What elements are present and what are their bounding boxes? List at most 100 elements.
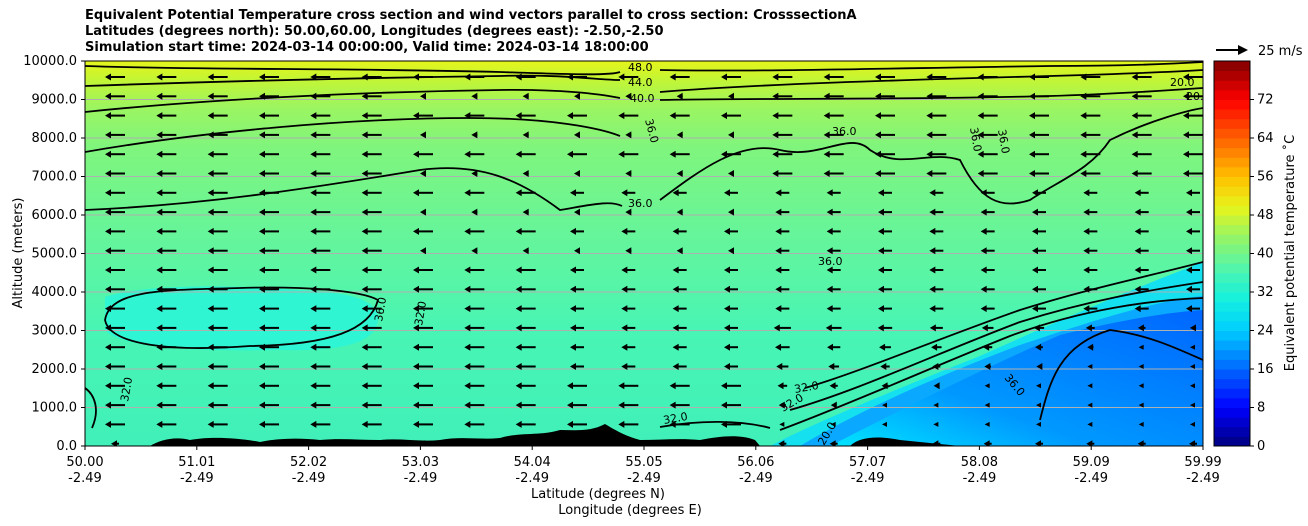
contour-36-sw [85,387,97,429]
colorbar-band [1214,147,1250,158]
wind-vector [1190,383,1195,389]
wind-vector-head [829,382,836,390]
wind-vector-head [156,363,163,370]
wind-vector-head [1032,285,1038,293]
wind-vector-head [878,266,884,274]
wind-vector-head [672,227,679,235]
wind-vector-head [926,73,933,81]
wind-vector-head [156,285,163,293]
wind-vector-head [361,266,368,274]
wind-vector-head [413,150,419,158]
wind-vector-head [775,285,782,293]
wind-vector-head [977,112,984,120]
wind-vector-head [464,73,471,81]
wind-vector-head [929,247,936,255]
wind-vector-head [310,285,317,293]
wind-vector-head [156,208,163,216]
wind-vector-head [259,150,265,158]
wind-vector-head [676,208,683,216]
colorbar-band [1214,263,1250,274]
terrain [85,424,1203,446]
wind-vectors [105,73,1203,446]
wind-vector-head [515,189,522,197]
wind-vector-head [522,170,529,177]
colorbar-band [1214,80,1250,91]
wind-vector-head [1183,112,1189,120]
wind-vector-head [772,131,779,139]
wind-vector-head [522,208,529,216]
x-tick-label-lon: -2.49 [1186,471,1220,486]
wind-vector-head [105,131,111,139]
colorbar-band [1214,205,1250,216]
wind-vector-head [984,363,991,370]
wind-vector-head [567,112,573,120]
wind-vector-head [570,305,576,313]
wind-vector-head [728,247,734,255]
wind-vector-head [929,227,936,235]
x-tick-label-lon: -2.49 [1074,471,1108,486]
wind-vector-head [1087,343,1094,351]
wind-vector-head [515,324,522,332]
wind-vector-head [618,401,625,409]
wind-vector-head [156,112,163,120]
wind-vector-head [105,170,111,177]
wind-vector-head [361,382,368,390]
wind-vector [1036,421,1041,427]
wind-vector-head [515,73,522,81]
colorbar-band [1214,292,1250,303]
quiver-key-arrowhead [1238,45,1248,55]
wind-vector-head [259,92,265,100]
wind-vector-head [361,420,368,428]
wind-vector-head [570,324,576,332]
wind-vector-head [1083,208,1090,216]
wind-vector-head [875,92,881,100]
wind-vector-head [310,227,317,235]
wind-vector-head [156,247,163,255]
contour-32-mid [104,286,380,349]
chart-title: Equivalent Potential Temperature cross s… [85,8,857,56]
wind-vector-head [464,343,471,351]
wind-vector-head [1186,285,1192,293]
wind-vector-head [621,324,628,332]
wind-vector-head [1083,227,1090,235]
wind-vector-head [875,73,881,81]
wind-vector-head [1183,92,1189,100]
wind-vector-head [826,208,833,216]
wind-vector-head [515,382,522,390]
wind-vector-head [515,150,522,158]
wind-vector-head [156,73,163,81]
colorbar-band [1214,272,1250,283]
wind-vector-head [1189,440,1195,446]
wind-vector-head [1131,150,1138,158]
colorbar-tick-label: 8 [1257,401,1265,416]
wind-vector-head [825,324,832,332]
wind-vector-head [625,208,632,216]
wind-vector-head [207,73,214,81]
wind-vector-head [724,227,730,235]
wind-vector-head [361,73,368,81]
colorbar-band [1214,70,1250,81]
wind-vector-head [413,285,419,293]
colorbar-band [1214,369,1250,380]
wind-vector-head [1080,131,1087,139]
wind-vector-head [977,170,984,177]
wind-vector-head [772,150,779,158]
wind-vector-head [926,170,933,177]
wind-vector-head [420,247,426,255]
wind-vector-head [515,420,522,428]
colorbar-tick-label: 40 [1257,247,1274,262]
wind-vector-head [259,227,265,235]
wind-vector-head [105,343,111,351]
wind-vector-head [672,343,679,351]
wind-vector-head [1137,440,1144,446]
wind-vector-head [259,266,265,274]
wind-vector-head [310,401,317,409]
wind-vector-head [1134,285,1141,293]
wind-vector-head [207,363,214,370]
wind-vector-head [826,266,833,274]
wind-vector-head [207,112,214,120]
wind-vector-head [980,189,987,197]
wind-vector-head [361,227,368,235]
wind-vector-head [105,247,111,255]
wind-vector-head [672,285,679,293]
